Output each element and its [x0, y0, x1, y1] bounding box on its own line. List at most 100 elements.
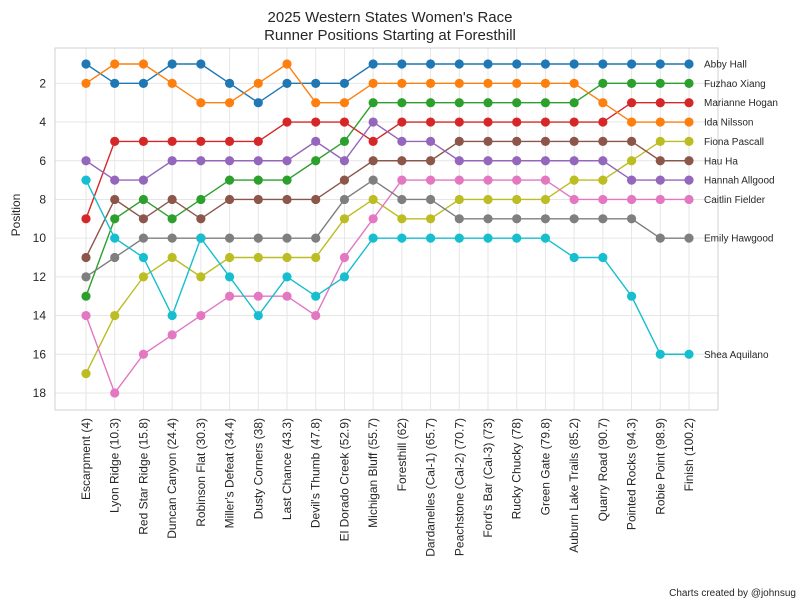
data-point	[138, 78, 149, 88]
data-point	[339, 136, 350, 146]
data-point	[569, 98, 579, 108]
data-point	[425, 156, 436, 166]
data-point	[110, 59, 120, 69]
grid	[55, 48, 718, 410]
data-point	[569, 194, 579, 205]
data-point	[138, 175, 149, 185]
data-point	[282, 78, 292, 88]
data-point	[626, 156, 637, 166]
data-point	[684, 59, 694, 69]
data-point	[282, 175, 292, 185]
series-line	[85, 140, 689, 374]
data-point	[167, 194, 177, 205]
x-tick-label: El Dorado Creek (52.9)	[337, 418, 351, 541]
data-point	[626, 98, 637, 108]
data-point	[81, 156, 91, 166]
data-point	[425, 214, 436, 224]
data-point	[311, 117, 321, 127]
data-point	[655, 194, 665, 205]
data-point	[196, 194, 206, 205]
data-point	[339, 156, 350, 166]
data-point	[454, 117, 464, 127]
y-tick-label: 4	[39, 115, 46, 129]
data-point	[253, 136, 263, 146]
data-point	[569, 117, 579, 127]
data-point	[196, 136, 206, 146]
x-tick-label: Red Star Ridge (15.8)	[136, 418, 150, 535]
data-point	[253, 98, 263, 108]
data-point	[311, 78, 321, 88]
x-tick-label: Rucky Chucky (78)	[510, 418, 524, 519]
data-point	[196, 233, 206, 243]
data-point	[196, 59, 206, 69]
x-tick-label: Peachstone (Cal-2) (70.7)	[452, 418, 466, 556]
data-point	[110, 136, 120, 146]
data-point	[282, 233, 292, 243]
data-point	[454, 136, 464, 146]
data-point	[311, 291, 321, 301]
data-point	[626, 214, 637, 224]
data-point	[224, 233, 235, 243]
data-point	[397, 117, 407, 127]
data-point	[569, 136, 579, 146]
series-fiona-pascall	[81, 136, 694, 379]
data-point	[224, 98, 235, 108]
data-point	[569, 175, 579, 185]
data-point	[368, 175, 378, 185]
data-point	[655, 349, 665, 359]
data-point	[454, 175, 464, 185]
data-point	[196, 214, 206, 224]
data-point	[81, 252, 91, 263]
data-point	[81, 272, 91, 282]
data-point	[339, 98, 350, 108]
x-tick-label: Quarry Road (90.7)	[596, 418, 610, 521]
data-point	[397, 214, 407, 224]
series-label: Ida Nilsson	[704, 118, 753, 129]
data-point	[512, 214, 522, 224]
data-point	[684, 78, 694, 88]
data-point	[397, 98, 407, 108]
data-point	[282, 156, 292, 166]
series-label: Shea Aquilano	[704, 350, 769, 361]
data-point	[224, 272, 235, 282]
series-line	[85, 140, 689, 258]
data-point	[626, 78, 637, 88]
data-point	[311, 233, 321, 243]
data-point	[368, 117, 378, 127]
y-tick-label: 18	[33, 386, 47, 400]
x-tick-label: Ford's Bar (Cal-3) (73)	[481, 418, 495, 538]
chart-title: 2025 Western States Women's Race	[268, 9, 513, 26]
data-point	[626, 175, 637, 185]
data-point	[425, 98, 436, 108]
series-hau-ha	[81, 136, 694, 263]
data-point	[110, 175, 120, 185]
data-point	[454, 156, 464, 166]
data-point	[339, 252, 350, 263]
data-point	[483, 194, 493, 205]
series-line	[85, 179, 689, 278]
data-point	[540, 214, 551, 224]
data-point	[224, 291, 235, 301]
data-point	[110, 214, 120, 224]
data-point	[138, 194, 149, 205]
data-point	[224, 78, 235, 88]
data-point	[655, 136, 665, 146]
data-point	[253, 310, 263, 321]
data-point	[626, 117, 637, 127]
data-point	[626, 194, 637, 205]
data-point	[224, 136, 235, 146]
data-point	[138, 59, 149, 69]
data-point	[81, 175, 91, 185]
series-line	[85, 63, 689, 104]
data-point	[483, 233, 493, 243]
data-point	[598, 194, 608, 205]
data-point	[138, 252, 149, 263]
data-point	[425, 136, 436, 146]
data-point	[512, 117, 522, 127]
data-point	[512, 98, 522, 108]
data-point	[684, 156, 694, 166]
series-ida-nilsson	[81, 59, 694, 127]
x-tick-label: Lyon Ridge (10.3)	[108, 418, 122, 513]
